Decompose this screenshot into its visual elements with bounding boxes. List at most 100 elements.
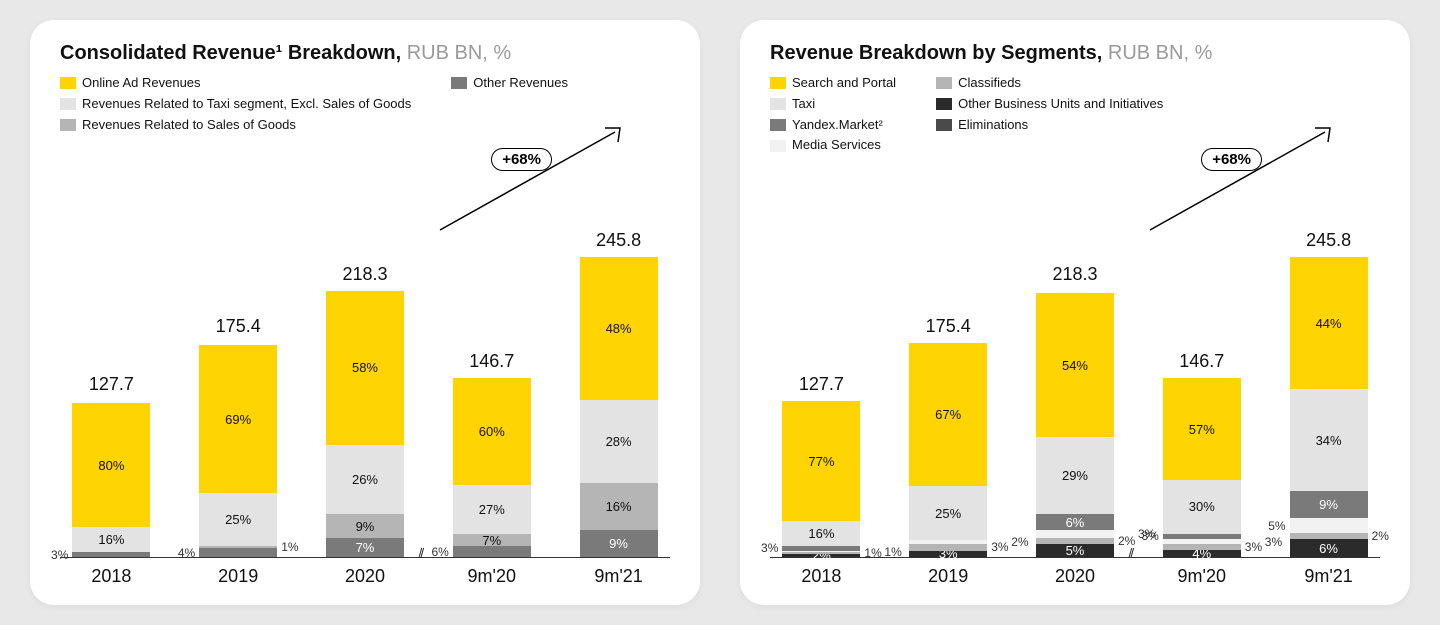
legend-label: Search and Portal — [792, 73, 896, 94]
bar-total-label: 127.7 — [799, 374, 844, 395]
bar-segment: 3% — [1163, 539, 1241, 544]
legend-label: Taxi — [792, 94, 815, 115]
bar-segment: 30% — [1163, 480, 1241, 534]
legend-item: Media Services — [770, 135, 896, 156]
chart2-legend: Search and PortalTaxiYandex.Market²Media… — [770, 73, 1380, 156]
chart1-xaxis: 2018201920209m'209m'21 — [60, 566, 670, 587]
chart1-title: Consolidated Revenue¹ Breakdown, RUB BN,… — [60, 42, 670, 65]
bar-segment: 5% — [1036, 544, 1114, 557]
legend-swatch — [936, 77, 952, 89]
segment-side-label: 2% — [1118, 534, 1135, 548]
legend-label: Revenues Related to Sales of Goods — [82, 115, 296, 136]
legend-label: Other Revenues — [473, 73, 568, 94]
legend-item: Eliminations — [936, 115, 1163, 136]
bar-segment: 1% — [782, 551, 860, 553]
bar-segment: 29% — [1036, 437, 1114, 514]
chart1-legend: Online Ad RevenuesRevenues Related to Ta… — [60, 73, 670, 135]
stacked-bar: 9%16%28%48% — [580, 257, 658, 557]
stacked-bar: 4%1%25%69% — [199, 343, 277, 557]
legend-swatch — [936, 119, 952, 131]
bar-total-label: 218.3 — [1052, 264, 1097, 285]
bar-total-label: 146.7 — [1179, 351, 1224, 372]
bar-segment: 34% — [1290, 389, 1368, 491]
bar-segment: 1% — [782, 552, 860, 554]
chart2-growth-badge: +68% — [1201, 148, 1262, 171]
legend-item: Yandex.Market² — [770, 115, 896, 136]
bar-segment: 25% — [909, 486, 987, 539]
bar-segment: 57% — [1163, 378, 1241, 480]
legend-swatch — [936, 98, 952, 110]
legend-item: Revenues Related to Taxi segment, Excl. … — [60, 94, 411, 115]
chart2-title-main: Revenue Breakdown by Segments, — [770, 42, 1102, 64]
legend-label: Classifieds — [958, 73, 1021, 94]
segment-side-label: 5% — [1268, 519, 1285, 533]
xaxis-label: 2018 — [770, 566, 873, 587]
bar-segment: 2% — [782, 554, 860, 557]
stacked-bar: 4%3%3%3%30%57% — [1163, 378, 1241, 557]
bar-segment: 58% — [326, 291, 404, 445]
stacked-bar: 2%1%1%3%16%77% — [782, 401, 860, 557]
bar-group: 245.8 6%2%5%9%34%44% — [1277, 230, 1380, 557]
bar-segment: 2% — [1036, 538, 1114, 543]
segment-side-label: 3% — [761, 541, 778, 555]
bar-segment: 4% — [1163, 550, 1241, 557]
bar-segment: 9% — [580, 530, 658, 557]
bar-segment: 25% — [199, 493, 277, 546]
bar-segment: 3% — [1036, 530, 1114, 538]
segment-side-label: 1% — [864, 546, 881, 560]
legend-swatch — [60, 119, 76, 131]
segment-side-label: 3% — [991, 540, 1008, 554]
bar-total-label: 175.4 — [926, 316, 971, 337]
chart2-xaxis: 2018201920209m'209m'21 — [770, 566, 1380, 587]
bar-group: 218.3 5%2%3%6%29%54% — [1024, 264, 1127, 557]
bar-segment: 2% — [1290, 533, 1368, 539]
bar-segment: 27% — [453, 485, 531, 533]
bar-segment: 16% — [580, 483, 658, 531]
bar-segment: 9% — [1290, 491, 1368, 518]
stacked-bar: 6%7%27%60% — [453, 378, 531, 557]
chart1-title-unit: RUB BN, % — [401, 42, 511, 64]
legend-swatch — [770, 140, 786, 152]
xaxis-label: 2020 — [314, 566, 417, 587]
bar-segment: 3% — [1163, 544, 1241, 549]
bar-group: //146.76%7%27%60% — [440, 351, 543, 557]
axis-break-icon: // — [418, 545, 422, 561]
chart-card-segments: Revenue Breakdown by Segments, RUB BN, %… — [740, 20, 1410, 605]
bar-total-label: 146.7 — [469, 351, 514, 372]
bar-segment: 16% — [782, 521, 860, 546]
bar-segment: 48% — [580, 257, 658, 400]
legend-item: Online Ad Revenues — [60, 73, 411, 94]
legend-label: Yandex.Market² — [792, 115, 883, 136]
bar-segment: 77% — [782, 401, 860, 521]
legend-item: Other Business Units and Initiatives — [936, 94, 1163, 115]
bar-segment: 3% — [1163, 534, 1241, 539]
legend-label: Eliminations — [958, 115, 1028, 136]
stacked-bar: 7%9%26%58% — [326, 291, 404, 557]
segment-side-label: 3% — [1141, 529, 1158, 543]
xaxis-label: 2020 — [1024, 566, 1127, 587]
bar-segment: 1% — [199, 546, 277, 548]
legend-label: Other Business Units and Initiatives — [958, 94, 1163, 115]
legend-item: Other Revenues — [451, 73, 568, 94]
stacked-bar: 6%2%5%9%34%44% — [1290, 257, 1368, 557]
bar-group: 218.3 7%9%26%58% — [314, 264, 417, 557]
bar-group: //146.74%3%3%3%30%57% — [1150, 351, 1253, 557]
segment-side-label: 3% — [1245, 540, 1262, 554]
xaxis-label: 2019 — [897, 566, 1000, 587]
bar-total-label: 218.3 — [342, 264, 387, 285]
bar-segment: 54% — [1036, 293, 1114, 437]
bar-segment: 7% — [453, 534, 531, 547]
bar-segment: 6% — [1036, 514, 1114, 530]
bar-group: 175.4 3%3%2%25%67% — [897, 316, 1000, 557]
bar-segment: 3% — [909, 544, 987, 550]
stacked-bar: 3%3%2%25%67% — [909, 343, 987, 557]
bar-segment: 69% — [199, 345, 277, 493]
bar-segment: 67% — [909, 343, 987, 486]
legend-item: Search and Portal — [770, 73, 896, 94]
bar-segment: 3% — [909, 551, 987, 557]
bar-segment: 60% — [453, 378, 531, 485]
bar-segment: 26% — [326, 445, 404, 514]
bar-total-label: 245.8 — [1306, 230, 1351, 251]
bar-segment: 16% — [72, 527, 150, 552]
segment-side-label: 3% — [51, 548, 68, 562]
